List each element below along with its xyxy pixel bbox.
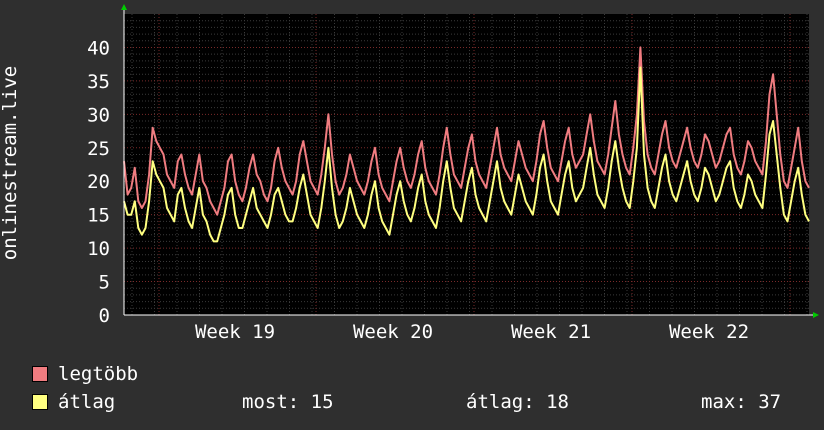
legend-label-max: legtöbb xyxy=(58,363,139,385)
stat-now: most: 15 xyxy=(242,391,334,413)
legend-swatch-avg xyxy=(32,394,48,410)
y-tick-label: 30 xyxy=(87,104,110,126)
x-axis-arrow-icon xyxy=(813,312,819,318)
x-tick-label: Week 22 xyxy=(669,321,749,343)
y-tick-label: 10 xyxy=(87,238,110,260)
legend-label-avg: átlag xyxy=(58,391,116,413)
y-axis-arrow-icon xyxy=(121,4,127,10)
legend-swatch-max xyxy=(32,366,48,382)
y-tick-label: 25 xyxy=(87,138,110,160)
series-line-0 xyxy=(123,46,810,216)
legend-item-avg: átlag xyxy=(32,390,115,414)
y-tick-label: 35 xyxy=(87,71,110,93)
y-tick-label: 15 xyxy=(87,205,110,227)
x-tick-label: Week 19 xyxy=(195,321,275,343)
stat-avg: átlag: 18 xyxy=(466,391,569,413)
x-tick-label: Week 21 xyxy=(511,321,591,343)
legend-item-max: legtöbb xyxy=(32,362,138,386)
y-tick-label: 20 xyxy=(87,171,110,193)
x-tick-label: Week 20 xyxy=(353,321,433,343)
y-axis-label: onlinestream.live xyxy=(0,65,21,261)
y-tick-label: 40 xyxy=(87,37,110,59)
series-line-1 xyxy=(123,66,810,243)
y-tick-label: 0 xyxy=(99,305,110,327)
stat-max: max: 37 xyxy=(701,391,782,413)
y-tick-label: 5 xyxy=(99,272,110,294)
